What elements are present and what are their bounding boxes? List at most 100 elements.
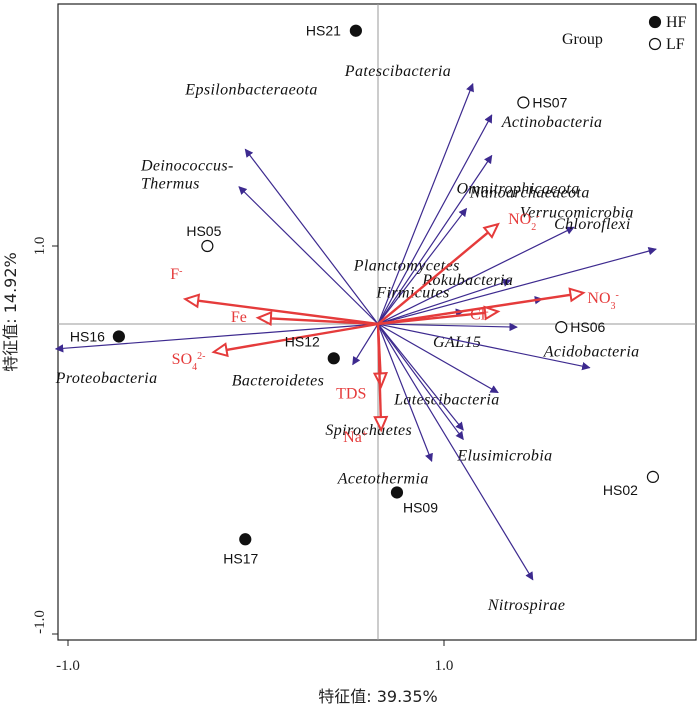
env-arrow-head (182, 293, 201, 309)
species-arrow (352, 323, 379, 366)
species-label: Proteobacteria (55, 370, 158, 387)
env-arrow-shaft (270, 317, 379, 326)
species-label: Acetothermia (337, 470, 429, 487)
sample-point (327, 352, 340, 365)
env-label-sup: - (536, 211, 539, 222)
sample-label: HS12 (285, 333, 320, 349)
y-ticks: 1.0 -1.0 (32, 237, 58, 635)
species-label-line: Planctomycetes (353, 257, 460, 274)
env-arrow-shaft (377, 311, 486, 326)
env-arrow-shaft (377, 231, 489, 325)
env-label: Na+ (343, 429, 368, 447)
env-label-sup: + (362, 429, 368, 440)
sample-point (112, 330, 125, 343)
species-label: Latescibacteria (393, 392, 500, 409)
env-label-sub: 3 (611, 300, 616, 311)
sample-label: HS07 (532, 94, 567, 110)
sample-point (517, 96, 530, 109)
x-ticks: -1.0 1.0 (56, 640, 453, 674)
species-arrow (377, 247, 657, 325)
env-label-sub: 2 (531, 222, 536, 233)
env-f-ion: F- (170, 266, 379, 326)
sample-hs07: HS07 (517, 94, 568, 110)
species-omnitrophicaeota: Omnitrophicaeota (377, 181, 579, 325)
env-so4-ion: SO42- (172, 322, 379, 373)
env-no2-ion: NO2- (377, 211, 540, 325)
env-label-name: Cl (470, 307, 486, 324)
sample-hs21: HS21 (306, 23, 362, 39)
species-label: Chloroflexi (554, 216, 631, 233)
species-label: Spirochaetes (325, 422, 412, 439)
sample-point (349, 24, 362, 37)
species-label-line: Epsilonbacteraeota (184, 81, 318, 98)
species-label: Patescibacteria (344, 63, 451, 80)
species-label: Acidobacteria (543, 344, 640, 361)
species-label-line: Actinobacteria (501, 114, 603, 131)
env-label-sub: 4 (192, 362, 197, 373)
species-label-line: Nitrospirae (487, 597, 566, 614)
env-arrow-shaft (226, 322, 379, 352)
sample-point (201, 239, 214, 253)
env-label-name: TDS (336, 385, 366, 402)
species-label-line: Spirochaetes (325, 422, 412, 439)
species-arrow (377, 323, 499, 394)
species-arrow (377, 278, 512, 325)
legend: Group HF LF (562, 14, 687, 53)
env-label-name: Fe (231, 309, 247, 326)
species-label-line: Acidobacteria (543, 344, 640, 361)
legend-title: Group (562, 31, 603, 48)
env-label-name: F (170, 266, 179, 283)
x-tick-label-pos: 1.0 (435, 658, 454, 674)
species-label-line: Verrucomicrobia (520, 204, 634, 221)
plot-frame (57, 3, 697, 641)
species-arrow (377, 323, 534, 581)
species-label: Omnitrophicaeota (456, 181, 579, 198)
sample-label: HS06 (570, 319, 605, 335)
sample-label: HS21 (306, 23, 341, 39)
env-arrow-head (482, 222, 500, 239)
sample-label: HS02 (603, 482, 638, 498)
species-label-line: Proteobacteria (55, 370, 158, 387)
env-label-sup: - (179, 266, 182, 277)
species-arrow (377, 114, 493, 325)
sample-point (646, 470, 660, 483)
env-arrow-shaft (376, 323, 382, 418)
legend-marker-hf (648, 15, 662, 29)
env-label-name: Na (343, 429, 362, 446)
env-label: TDS (336, 385, 366, 402)
species-actinobacteria: Actinobacteria (377, 114, 603, 325)
sample-hs02: HS02 (603, 470, 660, 498)
species-arrow (377, 82, 474, 325)
species-label-line: Patescibacteria (344, 63, 451, 80)
y-tick-label-pos: 1.0 (32, 237, 48, 256)
species-chloroflexi: Chloroflexi (377, 216, 657, 325)
sample-label: HS05 (186, 223, 221, 239)
species-label: Deinococcus-Thermus (140, 158, 234, 193)
sample-label: HS09 (403, 499, 438, 515)
species-label: Rokubacteria (421, 272, 513, 289)
y-tick-label-neg: -1.0 (32, 610, 48, 634)
sample-hs09: HS09 (390, 486, 438, 515)
species-label-line: Deinococcus- (140, 158, 234, 175)
species-epsilonbacteraeota: Epsilonbacteraeota (184, 81, 379, 325)
species-verrucomicrobia: Verrucomicrobia (377, 204, 634, 325)
species-bacteroidetes: Bacteroidetes (232, 323, 379, 390)
env-arrow-shaft (197, 299, 379, 326)
species-arrows: Patescibacteria Actinobacteria Nanoarchaea… (55, 63, 657, 614)
species-arrow (238, 186, 379, 325)
env-no3-ion: NO3- (377, 287, 619, 326)
env-na-ion: Na+ (343, 323, 389, 447)
species-label: Verrucomicrobia (520, 204, 634, 221)
sample-hs12: HS12 (285, 333, 340, 365)
species-arrow (377, 323, 464, 441)
species-arrow (377, 323, 433, 463)
env-arrow-head (483, 305, 501, 321)
sample-hs17: HS17 (223, 533, 259, 566)
species-label-line: Firmicutes (375, 285, 449, 302)
legend-marker-lf (648, 37, 662, 51)
species-label: Planctomycetes (353, 257, 460, 274)
species-label-line: Rokubacteria (421, 272, 513, 289)
x-axis-title: 特征值: 39.35% (318, 687, 438, 706)
